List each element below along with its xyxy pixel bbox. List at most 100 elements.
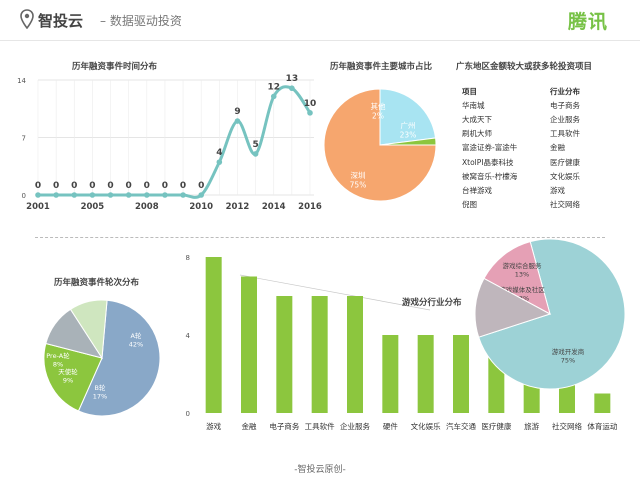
bar (347, 296, 363, 413)
slice-value-label: 17% (93, 393, 107, 401)
round-pie-title: 历年融资事件轮次分布 (54, 278, 140, 288)
table-row: 台禅游戏 游戏 (462, 183, 618, 197)
pie-slice (379, 137, 437, 146)
footer-text: -智投云原创- (294, 465, 346, 475)
x-tick-label: 硬件 (383, 421, 398, 431)
x-tick-label: 汽车交通 (446, 421, 476, 431)
data-label: 0 (53, 181, 59, 191)
x-tick-label: 旅游 (524, 421, 540, 431)
project-industry: 医疗健康 (550, 157, 580, 167)
project-industry: 金融 (550, 143, 565, 153)
pie-slice (483, 241, 551, 315)
line-chart-title: 历年融资事件时间分布 (72, 62, 158, 72)
data-point (307, 110, 313, 116)
data-point (270, 93, 277, 100)
table-row: 刷机大师 工具软件 (462, 127, 618, 141)
project-industry: 工具软件 (550, 129, 580, 139)
project-table-title: 广东地区金额较大或获多轮投资项目 (456, 62, 593, 72)
slice-label: A轮 (131, 331, 142, 340)
slice-label: 其他 (371, 101, 386, 111)
slice-value-label: 75% (561, 357, 575, 365)
brand-slogan: – 数据驱动投资 (100, 14, 182, 28)
x-tick-label: 体育运动 (587, 421, 617, 431)
x-tick-label: 金融 (242, 421, 257, 431)
table-row: 大成天下 企业服务 (462, 112, 618, 126)
data-label: 10 (304, 99, 317, 109)
y-tick-label: 0 (186, 410, 190, 418)
bar (311, 296, 328, 413)
slice-value-label: 23% (400, 131, 417, 140)
x-tick-label: 电子商务 (269, 421, 299, 431)
project-industry: 文化娱乐 (550, 171, 580, 181)
slice-label: 游戏开发商 (552, 347, 585, 356)
x-tick-label: 2001 (26, 202, 50, 212)
data-label: 5 (252, 140, 258, 150)
data-point (180, 192, 186, 198)
data-label: 9 (234, 107, 240, 117)
slice-value-label: 75% (350, 181, 367, 190)
x-tick-label: 游戏 (206, 421, 221, 431)
project-name: 被窝音乐-柠檬海 (462, 171, 518, 181)
line-chart: 0 7 14 0 0 0 0 0 0 0 0 0 0 4 9 5 12 13 10 2001 2005 2008 2010 2… (17, 74, 322, 212)
bar (276, 296, 293, 413)
data-point (53, 192, 59, 198)
pie-slice (43, 342, 103, 412)
table-row: 被窝音乐-柠檬海 文化娱乐 (462, 169, 618, 183)
table-row: 富途证券-富途牛 金融 (462, 141, 618, 155)
project-name: 华南城 (462, 100, 485, 110)
data-point (71, 192, 78, 198)
header: 智投云 – 数据驱动投资 腾讯 (0, 0, 640, 41)
data-point (89, 192, 96, 198)
project-industry: 企业服务 (550, 114, 580, 124)
bar (417, 335, 434, 413)
x-tick-label: 2008 (135, 202, 159, 212)
pie-slice (69, 299, 108, 360)
slice-value-label: 9% (63, 377, 73, 385)
project-industry: 电子商务 (550, 100, 580, 110)
y-tick-label: 7 (22, 135, 26, 143)
slice-label: 游戏媒体及社区 (499, 285, 545, 294)
series-line (37, 85, 312, 199)
data-label: 0 (180, 181, 186, 191)
slice-label: Pre-A轮 (46, 351, 70, 360)
slice-label: 广州 (401, 120, 416, 130)
y-tick-label: 0 (22, 192, 26, 200)
data-point (198, 192, 204, 198)
table-header-row: 项目 行业分布 (462, 84, 618, 98)
table-header-project: 项目 (462, 86, 477, 96)
x-tick-label: 工具软件 (305, 421, 335, 431)
slice-value-label: 42% (129, 341, 143, 349)
data-label: 0 (144, 181, 150, 191)
slice-value-label: 2% (372, 112, 384, 121)
project-table: 项目 行业分布 华南城 电子商务 大成天下 企业服务 刷机大师 工具软件 富途证券-富… (462, 84, 618, 212)
x-tick-label: 企业服务 (340, 421, 370, 431)
x-tick-label: 2005 (81, 202, 105, 212)
table-header-industry: 行业分布 (550, 86, 580, 96)
x-tick-label: 医疗健康 (481, 421, 511, 431)
slice-label: 深圳 (351, 170, 366, 180)
data-point (289, 85, 295, 92)
y-tick-label: 14 (17, 77, 26, 85)
x-tick-label: 2016 (298, 202, 322, 212)
table-row: 倪图 社交网络 (462, 198, 618, 212)
data-point (144, 192, 150, 198)
x-tick-label: 2014 (262, 202, 286, 212)
data-point (216, 159, 223, 165)
project-industry: 游戏 (550, 185, 565, 195)
data-label: 0 (198, 181, 204, 191)
pie-slice (323, 88, 437, 202)
data-label: 0 (162, 181, 168, 191)
bar (382, 335, 399, 413)
project-name: XtolPI晶泰科技 (462, 157, 514, 167)
table-row: 华南城 电子商务 (462, 98, 618, 112)
project-name: 倪图 (462, 200, 477, 210)
data-point (252, 151, 259, 157)
pie-slice (77, 299, 161, 417)
connector-line (239, 274, 431, 311)
data-label: 13 (286, 74, 299, 84)
data-point (107, 192, 114, 198)
